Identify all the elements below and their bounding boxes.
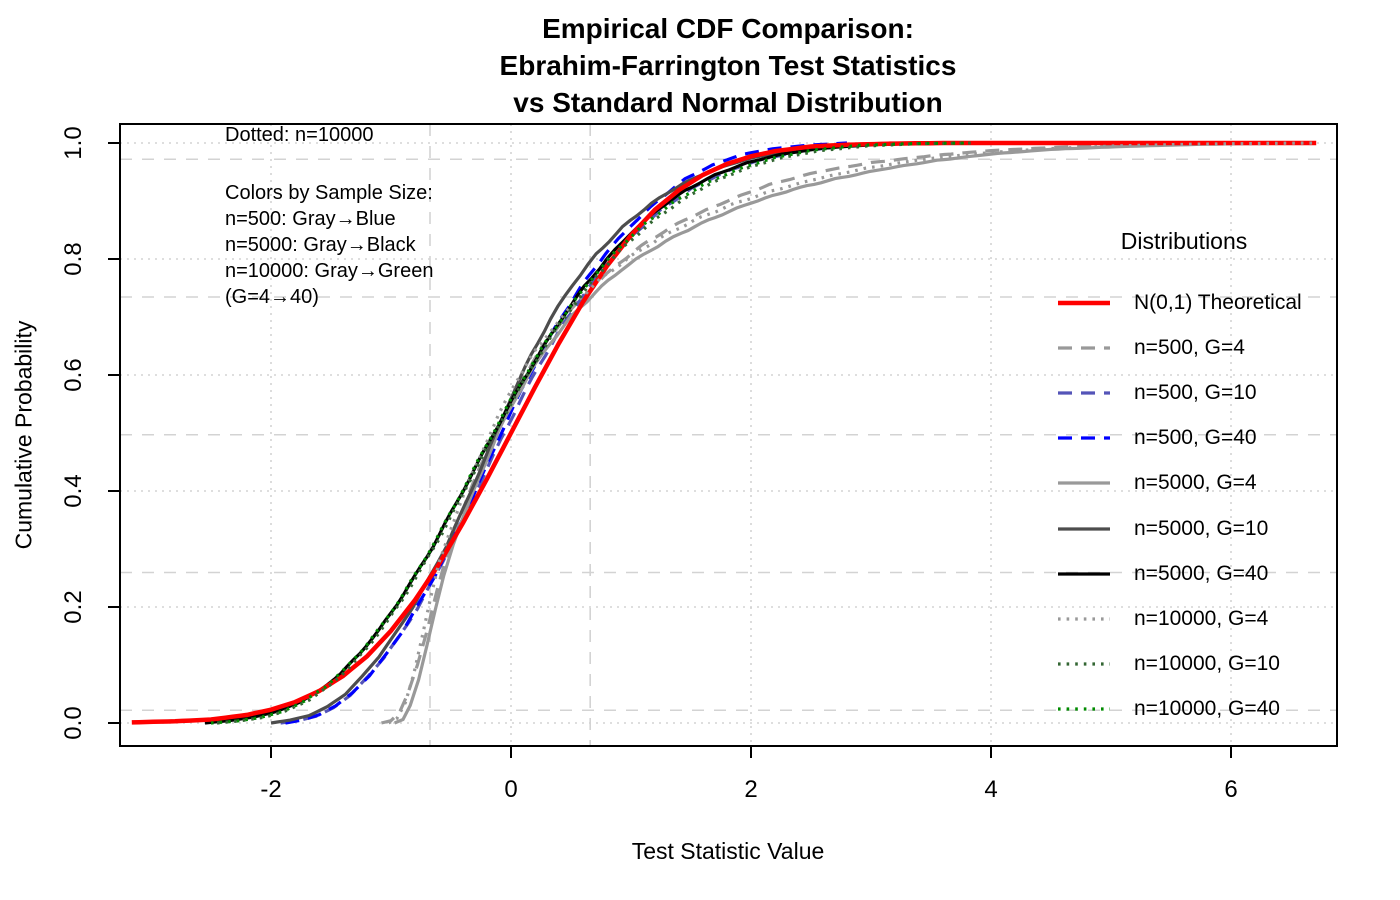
y-tick-label: 0.6	[60, 358, 87, 392]
legend-label: n=10000, G=40	[1134, 696, 1280, 720]
annotation-color-key-line: (G=4→40)	[225, 286, 319, 308]
legend-label: n=10000, G=10	[1134, 651, 1280, 675]
legend-label: n=500, G=4	[1134, 336, 1245, 360]
legend-item-n500_G40: n=500, G=40	[1056, 425, 1257, 451]
legend-item-n500_G4: n=500, G=4	[1056, 335, 1245, 361]
cdf-curve-n5000_G4	[393, 141, 1292, 725]
y-tick-label: 1.0	[60, 126, 87, 160]
cdf-curve-n10000_G40	[210, 141, 968, 725]
x-axis-title: Test Statistic Value	[631, 838, 825, 864]
legend-label: n=5000, G=4	[1134, 471, 1257, 495]
chart-title: Empirical CDF Comparison: Ebrahim-Farrin…	[128, 10, 1328, 121]
y-tick-label: 0.0	[60, 706, 87, 740]
curves	[131, 140, 1317, 725]
legend-item-n10000_G4: n=10000, G=4	[1056, 606, 1268, 632]
legend-item-n10000_G40: n=10000, G=40	[1056, 696, 1280, 722]
cdf-curve-theoretical	[131, 140, 1317, 725]
legend-key-line	[1058, 300, 1110, 306]
x-tick-label: -2	[260, 776, 282, 803]
legend-label: N(0,1) Theoretical	[1134, 291, 1302, 314]
annotation-color-key-line: n=10000: Gray→Green	[225, 260, 434, 282]
chart-title-line-2: Ebrahim-Farrington Test Statistics	[499, 50, 957, 81]
legend-item-n5000_G10: n=5000, G=10	[1056, 516, 1268, 542]
legend-item-n500_G10: n=500, G=10	[1056, 380, 1257, 406]
y-tick-label: 0.8	[60, 242, 87, 276]
legend-key-line	[1058, 346, 1110, 350]
annotation-color-key-line: Colors by Sample Size:	[225, 182, 433, 204]
legend-item-theoretical: N(0,1) Theoretical	[1056, 290, 1302, 316]
legend-key-line	[1058, 571, 1110, 576]
chart-title-line-1: Empirical CDF Comparison:	[542, 13, 914, 44]
annotation-color-key: Colors by Sample Size: n=500: Gray→Blue …	[225, 180, 433, 310]
x-tick-label: 2	[744, 776, 758, 803]
legend-title: Distributions	[1120, 228, 1248, 254]
x-tick-label: 6	[1224, 776, 1238, 803]
y-axis-title: Cumulative Probability	[10, 320, 37, 550]
legend-label: n=5000, G=10	[1134, 516, 1269, 540]
legend-item-n10000_G10: n=10000, G=10	[1056, 651, 1280, 677]
legend-item-n5000_G4: n=5000, G=4	[1056, 470, 1257, 496]
x-tick-label: 0	[504, 776, 518, 803]
legend-key-line	[1058, 481, 1110, 485]
x-tick-label: 4	[984, 776, 998, 803]
legend-key-line	[1058, 436, 1110, 440]
legend-item-n5000_G40: n=5000, G=40	[1056, 561, 1268, 587]
legend-label: n=500, G=40	[1134, 426, 1257, 450]
chart-title-line-3: vs Standard Normal Distribution	[513, 87, 943, 118]
legend-key-line	[1058, 526, 1110, 531]
legend-key-line	[1058, 391, 1110, 395]
legend-key-line	[1058, 662, 1110, 666]
annotation-dotted-note: Dotted: n=10000	[225, 124, 374, 146]
legend-key-line	[1058, 617, 1110, 621]
y-tick-label: 0.2	[60, 590, 87, 624]
axis-ticks	[108, 142, 1232, 758]
y-tick-label: 0.4	[60, 474, 87, 508]
annotation-color-key-line: n=500: Gray→Blue	[225, 208, 396, 230]
legend-label: n=5000, G=40	[1134, 561, 1269, 585]
plot-border	[119, 123, 1338, 747]
annotation-color-key-line: n=5000: Gray→Black	[225, 234, 416, 256]
legend-label: n=500, G=10	[1134, 381, 1257, 405]
legend-label: n=10000, G=4	[1134, 606, 1269, 630]
legend-key-line	[1058, 707, 1110, 711]
cdf-curve-n10000_G10	[216, 141, 974, 725]
